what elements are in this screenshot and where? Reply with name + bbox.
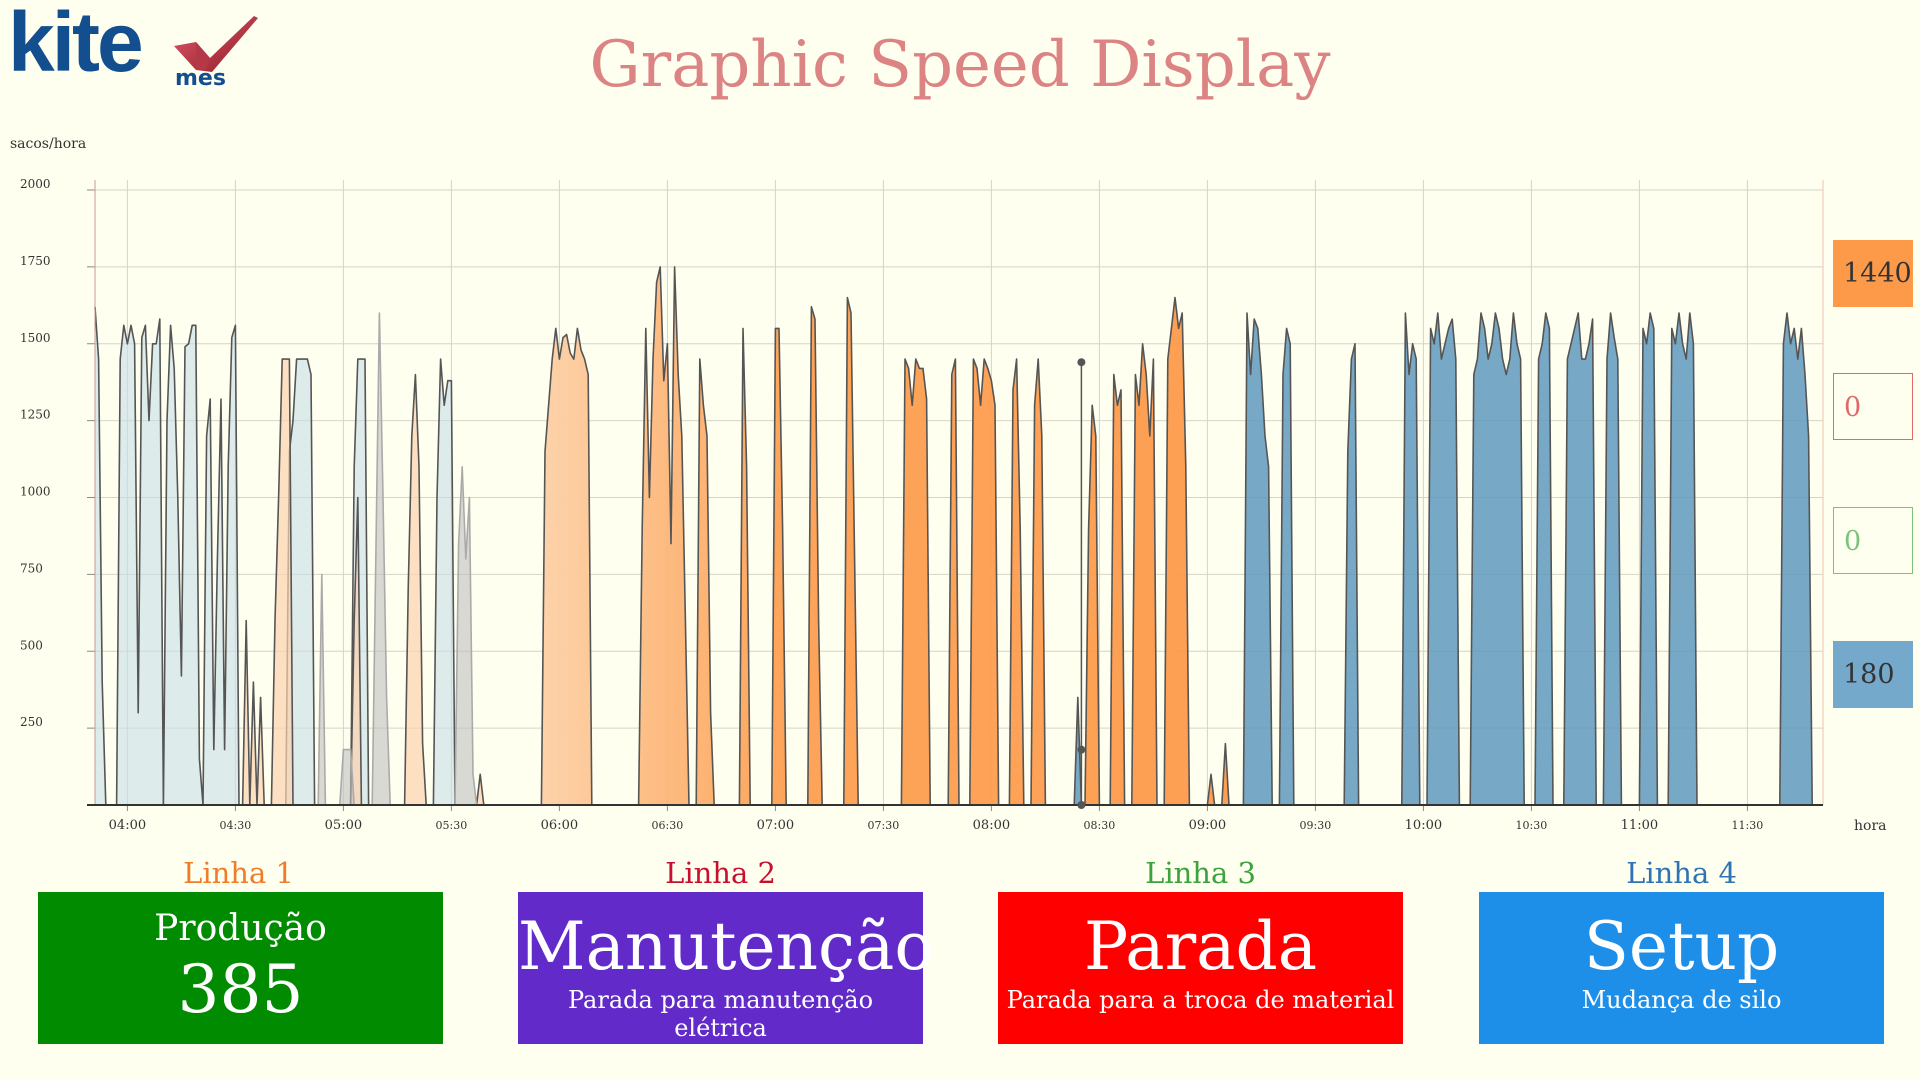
y-tick-label: 250 [20,715,43,729]
x-tick-label: 04:00 [109,818,146,833]
x-tick-label: 06:00 [541,818,578,833]
y-tick-label: 500 [20,638,43,652]
side-value-box: 0 [1833,507,1913,574]
side-value: 180 [1843,659,1895,690]
x-tick-label: 07:30 [868,819,900,832]
check-mark-logo-icon [174,16,258,72]
series-1-line [94,306,456,806]
line-2-status-detail: Parada para manutenção elétrica [567,986,874,1042]
line-3-status: Parada [1083,908,1318,985]
line-2-status: Manutenção [518,908,935,985]
line-1-status: Produção [154,908,327,949]
chart-axes: 250 500 750 1000 1250 1500 1750 2000 04:00 04:30 0… [20,177,1824,833]
y-axis-label: sacos/hora [10,136,87,152]
series-3-area [318,313,477,805]
x-tick-label: 07:00 [757,818,794,833]
x-tick-label: 09:30 [1300,819,1332,832]
y-tick-label: 1750 [20,254,51,268]
series-3-line [317,312,478,806]
page-title: Graphic Speed Display [589,28,1331,102]
hover-marker-point [1077,745,1086,754]
y-tick-label: 1250 [20,408,51,422]
x-tick-label: 10:30 [1516,819,1548,832]
x-tick-label: 04:30 [220,819,252,832]
series-4-line [540,266,1230,806]
x-tick-label: 08:00 [973,818,1010,833]
line-1-label: Linha 1 [183,856,294,890]
logo-kite-text: kite [8,0,144,89]
side-value-box: 0 [1833,373,1913,440]
series-5-area [1074,313,1813,805]
chart-series [94,266,1813,806]
line-1-status-card[interactable]: Produção 385 [38,892,443,1044]
x-tick-label: 10:00 [1405,818,1442,833]
line-3-label: Linha 3 [1145,856,1256,890]
logo-mes-text: mes [175,66,226,91]
x-tick-label: 11:30 [1732,819,1764,832]
side-value: 0 [1844,392,1862,423]
side-value-box: 1440 [1833,240,1913,307]
x-tick-label: 05:30 [436,819,468,832]
line-4-status-detail: Mudança de silo [1581,986,1782,1014]
x-axis-label: hora [1854,818,1887,834]
speed-chart: 250 500 750 1000 1250 1500 1750 2000 04:00 04:30 0… [20,177,1824,833]
kite-mes-logo: kite mes [8,0,258,93]
line-3-status-detail: Parada para a troca de material [1006,986,1395,1014]
y-tick-label: 1500 [20,331,51,345]
line-1-production-count: 385 [177,951,304,1028]
x-tick-label: 06:30 [652,819,684,832]
line-4-label: Linha 4 [1626,856,1737,890]
x-tick-label: 09:00 [1189,818,1226,833]
y-tick-label: 1000 [20,485,51,499]
y-tick-label: 2000 [20,177,51,191]
line-2-label: Linha 2 [665,856,776,890]
hover-marker-point [1077,801,1086,809]
x-tick-label: 08:30 [1084,819,1116,832]
side-value: 0 [1844,526,1862,557]
side-value-box: 180 [1833,641,1913,708]
line-3-status-card[interactable]: Parada Parada para a troca de material [998,892,1403,1044]
hover-marker-point [1077,358,1086,367]
side-value: 1440 [1843,258,1912,289]
x-tick-label: 05:00 [325,818,362,833]
line-4-status: Setup [1583,908,1780,985]
line-4-status-card[interactable]: Setup Mudança de silo [1479,892,1884,1044]
y-tick-label: 750 [20,561,43,575]
series-4-area [541,266,1229,805]
x-tick-label: 11:00 [1621,818,1658,833]
line-2-status-card[interactable]: Manutenção Parada para manutenção elétri… [518,892,935,1044]
chart-markers [1077,358,1086,809]
